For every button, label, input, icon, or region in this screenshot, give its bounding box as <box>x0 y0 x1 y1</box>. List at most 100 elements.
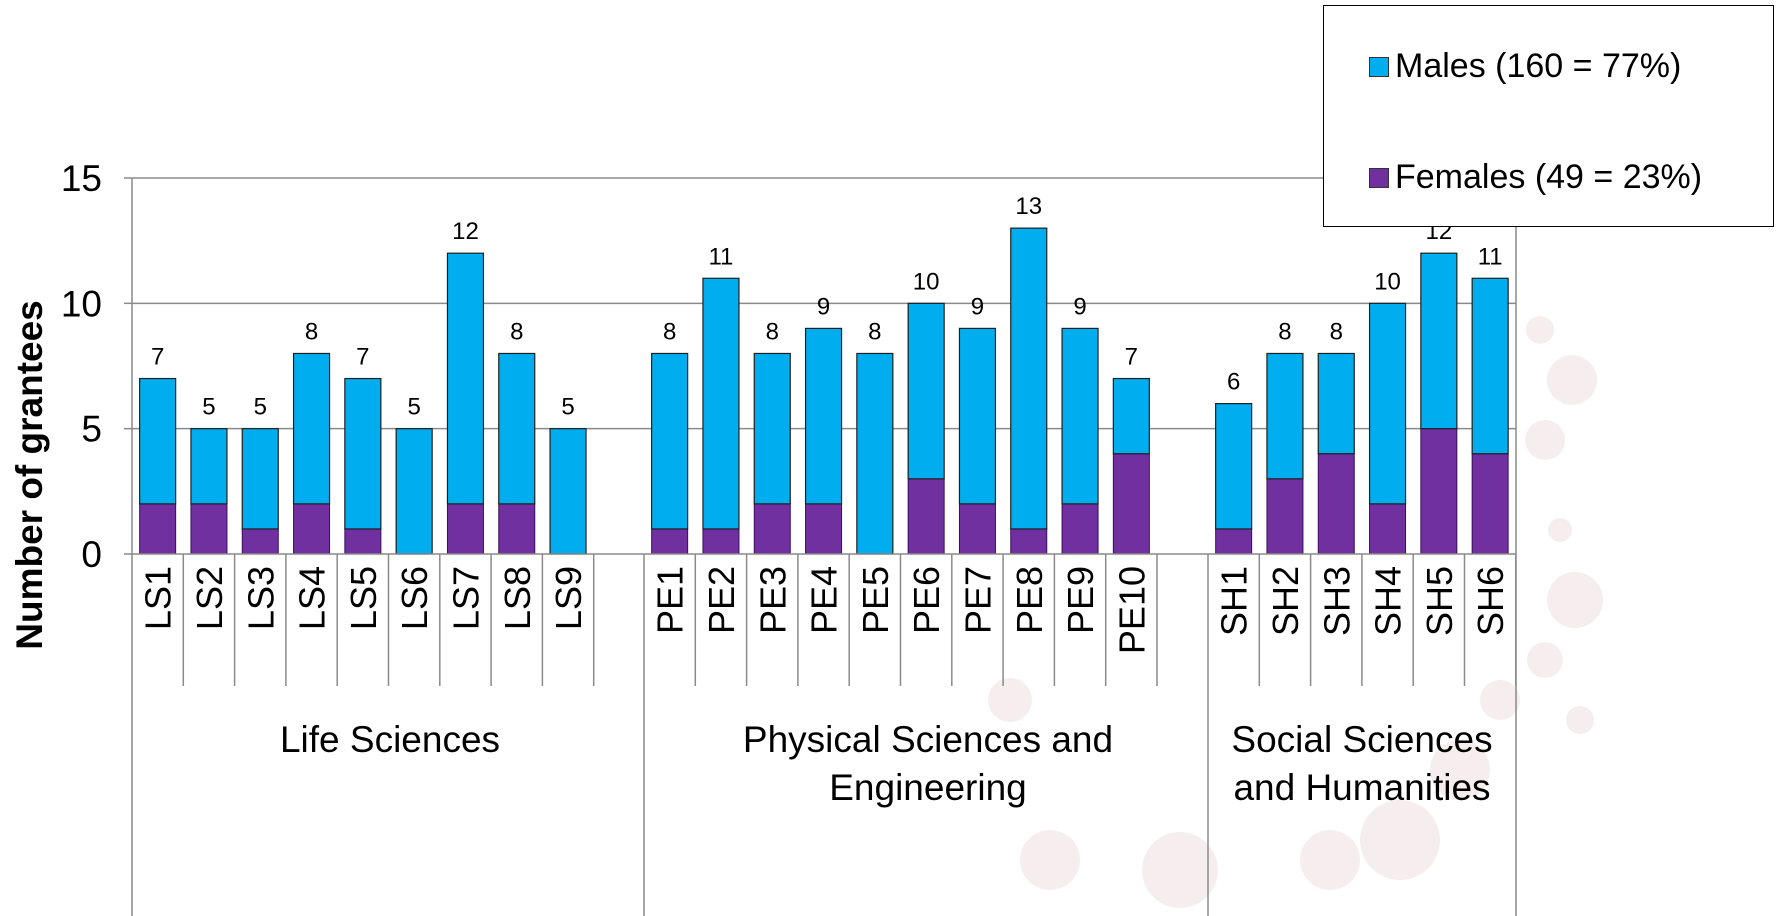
bar-male-SH3 <box>1317 352 1355 455</box>
bar-male-PE9 <box>1061 327 1099 505</box>
x-tick-label-LS1: LS1 <box>138 566 179 630</box>
background-circle <box>1300 830 1360 890</box>
data-label-PE4: 9 <box>817 293 830 320</box>
bar-male-SH1 <box>1215 403 1253 530</box>
y-axis-title: Number of grantees <box>9 300 50 650</box>
x-tick-label-LS9: LS9 <box>548 566 589 630</box>
background-circle <box>1548 518 1572 542</box>
bar-female-SH3 <box>1317 453 1355 555</box>
y-tick-label: 0 <box>81 534 102 575</box>
x-tick-label-PE6: PE6 <box>906 566 947 634</box>
bar-male-PE7 <box>958 327 997 505</box>
data-label-SH2: 8 <box>1278 318 1291 345</box>
group-label-line: Engineering <box>829 767 1026 808</box>
x-tick-label-SH1: SH1 <box>1214 566 1255 636</box>
x-tick-label-LS8: LS8 <box>497 566 538 630</box>
bar-male-LS1 <box>139 377 177 505</box>
legend-swatch-males <box>1369 56 1389 77</box>
legend-swatch-females <box>1369 167 1389 188</box>
data-label-PE2: 11 <box>708 243 733 270</box>
bars <box>139 227 1509 555</box>
data-label-SH1: 6 <box>1227 369 1240 396</box>
data-label-PE8: 13 <box>1015 193 1042 220</box>
data-label-PE10: 7 <box>1125 344 1138 371</box>
group-label-1: Physical Sciences and Engineering <box>743 719 1113 808</box>
background-circle <box>1142 832 1218 908</box>
y-tick-label: 10 <box>61 283 102 324</box>
bar-male-LS2 <box>190 428 228 505</box>
y-tick-label: 5 <box>81 409 102 450</box>
bar-male-SH2 <box>1266 352 1304 480</box>
background-circle <box>1480 680 1520 720</box>
x-tick-label-PE7: PE7 <box>957 566 998 634</box>
background-circle <box>1566 706 1594 734</box>
bar-male-PE3 <box>753 352 791 505</box>
x-tick-label-PE9: PE9 <box>1060 566 1101 634</box>
bar-male-PE2 <box>702 277 740 530</box>
group-label-2: Social Sciences and Humanities <box>1231 719 1492 808</box>
bar-male-SH5 <box>1420 252 1458 430</box>
data-label-PE3: 8 <box>766 318 779 345</box>
data-label-LS1: 7 <box>151 344 164 371</box>
bar-female-SH2 <box>1266 478 1304 555</box>
bar-male-PE5 <box>856 352 894 555</box>
bar-male-LS8 <box>498 352 536 505</box>
x-tick-label-PE5: PE5 <box>855 566 896 634</box>
background-circle <box>1547 572 1603 628</box>
bar-female-SH1 <box>1215 528 1253 555</box>
legend-item-males: Males (160 = 77%) <box>1369 47 1681 86</box>
bar-female-LS2 <box>190 503 228 555</box>
data-label-PE9: 9 <box>1073 293 1086 320</box>
data-label-PE5: 8 <box>868 318 881 345</box>
data-label-LS5: 7 <box>356 344 369 371</box>
x-tick-label-SH5: SH5 <box>1419 566 1460 636</box>
y-tick-label: 15 <box>61 158 102 199</box>
x-tick-label-SH6: SH6 <box>1470 566 1511 636</box>
bar-male-PE6 <box>907 302 945 480</box>
bar-male-LS9 <box>549 428 587 555</box>
background-circle <box>1430 740 1490 800</box>
bar-male-LS4 <box>292 352 331 505</box>
data-label-PE7: 9 <box>971 293 984 320</box>
x-tick-label-LS4: LS4 <box>292 566 333 630</box>
data-label-SH6: 11 <box>1478 243 1503 270</box>
x-tick-label-SH4: SH4 <box>1368 566 1409 636</box>
bar-male-LS5 <box>344 377 382 530</box>
bar-male-LS7 <box>446 252 485 505</box>
background-circle <box>988 678 1032 722</box>
x-tick-label-LS5: LS5 <box>343 566 384 630</box>
x-tick-label-PE10: PE10 <box>1111 566 1152 654</box>
background-decoration <box>988 316 1603 908</box>
x-tick-label-PE2: PE2 <box>701 566 742 634</box>
background-circle <box>1020 830 1080 890</box>
bar-female-PE9 <box>1061 503 1099 555</box>
bar-male-PE8 <box>1010 227 1048 530</box>
bar-female-LS7 <box>446 503 484 555</box>
legend-label-females: Females (49 = 23%) <box>1395 158 1703 196</box>
x-tick-label-LS6: LS6 <box>394 566 435 630</box>
x-tick-label-PE4: PE4 <box>804 566 845 634</box>
bar-female-LS5 <box>344 528 382 555</box>
background-circle <box>1547 355 1597 405</box>
legend: Males (160 = 77%) Females (49 = 23%) <box>1323 5 1774 227</box>
bar-female-PE6 <box>907 478 945 555</box>
background-circle <box>1525 420 1565 460</box>
x-tick-label-PE1: PE1 <box>650 566 691 634</box>
data-label-LS3: 5 <box>254 394 267 421</box>
bar-female-SH4 <box>1369 503 1407 555</box>
bar-female-SH6 <box>1471 453 1509 555</box>
bar-female-PE4 <box>805 503 843 555</box>
data-label-PE6: 10 <box>913 268 940 295</box>
bar-female-PE2 <box>702 528 740 555</box>
group-label-line: Physical Sciences and <box>743 719 1113 760</box>
bar-male-LS3 <box>241 428 279 530</box>
x-tick-label-PE8: PE8 <box>1009 566 1050 634</box>
data-label-LS8: 8 <box>510 318 523 345</box>
bar-female-PE1 <box>651 528 689 555</box>
data-label-LS9: 5 <box>561 394 574 421</box>
x-tick-label-SH3: SH3 <box>1316 566 1357 636</box>
data-label-LS7: 12 <box>452 218 479 245</box>
